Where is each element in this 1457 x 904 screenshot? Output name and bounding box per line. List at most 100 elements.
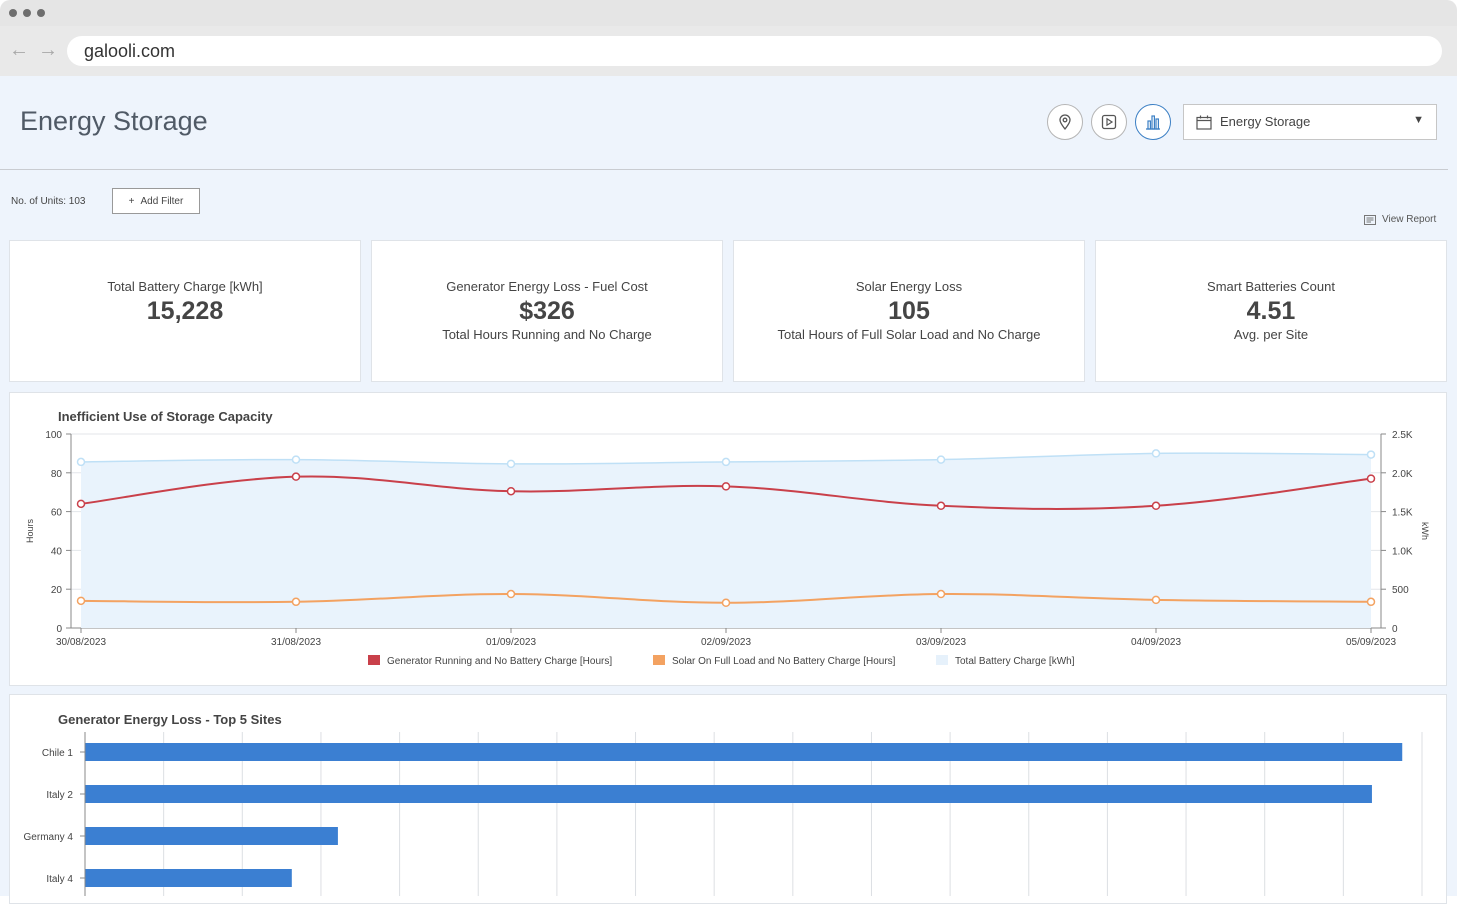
data-point-total-battery-charge <box>506 459 516 469</box>
view-report-label: View Report <box>1382 214 1437 225</box>
chart-title: Generator Energy Loss - Top 5 Sites <box>58 712 282 727</box>
data-point-solar <box>1366 597 1376 607</box>
bar-category-label: Chile 1 <box>42 748 74 759</box>
bar-chart-icon <box>1146 115 1160 130</box>
browser-titlebar <box>0 0 1457 26</box>
y-tick-label: 80 <box>51 469 63 480</box>
page-title: Energy Storage <box>20 106 208 136</box>
kpi-title: Solar Energy Loss <box>855 279 963 294</box>
x-tick-label: 03/09/2023 <box>916 637 966 648</box>
kpi-card-generator-loss: Generator Energy Loss - Fuel Cost $326 T… <box>371 240 723 382</box>
chart-title: Inefficient Use of Storage Capacity <box>58 409 273 424</box>
plus-icon: + <box>128 195 135 207</box>
bar-germany-4 <box>85 827 338 845</box>
dashboard-select-value: Energy Storage <box>1220 114 1311 129</box>
legend-total-battery-charge-label: Total Battery Charge [kWh] <box>955 656 1075 667</box>
kpi-title: Generator Energy Loss - Fuel Cost <box>446 279 648 294</box>
data-point-generator <box>721 482 731 491</box>
forward-arrow-icon[interactable]: → <box>38 39 58 61</box>
x-tick-label: 02/09/2023 <box>701 637 751 648</box>
data-point-total-battery-charge <box>1366 450 1376 459</box>
view-report-link[interactable]: View Report <box>1364 214 1436 225</box>
header-divider <box>0 169 1448 170</box>
add-filter-button[interactable]: + Add Filter <box>112 188 200 214</box>
data-point-total-battery-charge <box>76 457 86 467</box>
window-dot-icon[interactable] <box>37 9 45 17</box>
data-point-solar <box>721 598 731 608</box>
y-tick-label: 60 <box>51 508 63 519</box>
window-dot-icon[interactable] <box>9 9 17 17</box>
kpi-card-smart-batteries: Smart Batteries Count 4.51 Avg. per Site <box>1095 240 1447 382</box>
y2-axis-label: kWh <box>1420 522 1430 540</box>
y2-tick-label: 1.5K <box>1392 508 1413 519</box>
legend-solar-swatch <box>653 655 665 665</box>
kpi-value: 105 <box>888 297 930 325</box>
data-point-generator <box>506 486 516 496</box>
data-point-generator <box>291 472 301 481</box>
data-point-total-battery-charge <box>1151 449 1161 458</box>
bar-category-label: Germany 4 <box>24 832 74 843</box>
legend-generator-label: Generator Running and No Battery Charge … <box>387 656 612 667</box>
y-tick-label: 0 <box>56 624 62 635</box>
area-fill-total-battery-charge <box>81 453 1371 628</box>
data-point-total-battery-charge <box>291 455 301 464</box>
y-tick-label: 40 <box>51 546 63 557</box>
data-point-solar <box>1151 595 1161 605</box>
data-point-solar <box>76 596 86 606</box>
legend-solar-label: Solar On Full Load and No Battery Charge… <box>672 656 896 667</box>
data-point-solar <box>506 589 516 599</box>
kpi-value: $326 <box>519 297 575 325</box>
url-bar[interactable]: galooli.com <box>67 36 1442 66</box>
kpi-subtitle: Total Hours of Full Solar Load and No Ch… <box>777 327 1041 342</box>
dashboard-select[interactable]: Energy Storage ▼ <box>1183 104 1437 140</box>
units-count: No. of Units: 103 <box>11 196 86 207</box>
kpi-title: Smart Batteries Count <box>1207 279 1335 294</box>
bar-italy-2 <box>85 785 1372 803</box>
data-point-generator <box>936 501 946 511</box>
play-button[interactable] <box>1091 104 1127 140</box>
chart-view-button[interactable] <box>1135 104 1171 140</box>
data-point-solar <box>936 589 946 599</box>
data-point-total-battery-charge <box>936 455 946 464</box>
bar-italy-4 <box>85 869 292 887</box>
x-tick-label: 31/08/2023 <box>271 637 321 648</box>
x-tick-label: 05/09/2023 <box>1346 637 1396 648</box>
add-filter-label: Add Filter <box>140 195 184 207</box>
app-content: Energy Storage Energy Storage ▼ No. of U… <box>0 76 1457 904</box>
kpi-value: 15,228 <box>146 297 224 325</box>
back-arrow-icon[interactable]: ← <box>9 39 29 61</box>
kpi-subtitle: Avg. per Site <box>1233 327 1309 342</box>
storage-capacity-chart: 0 20 40 60 80 100 0 500 1.0K 1.5K 2.0K 2.5K Hours kWh… <box>25 430 1430 667</box>
legend-total-battery-charge-swatch <box>936 655 948 665</box>
map-pin-icon <box>1059 114 1071 131</box>
y-tick-label: 100 <box>45 430 62 441</box>
window-dot-icon[interactable] <box>23 9 31 17</box>
map-pin-button[interactable] <box>1047 104 1083 140</box>
y2-tick-label: 0 <box>1392 624 1398 635</box>
data-point-solar <box>291 597 301 607</box>
y2-tick-label: 2.0K <box>1392 469 1413 480</box>
kpi-title: Total Battery Charge [kWh] <box>107 279 263 294</box>
play-icon <box>1101 114 1117 130</box>
y2-tick-label: 500 <box>1392 585 1409 596</box>
y2-tick-label: 2.5K <box>1392 430 1413 441</box>
kpi-card-battery-charge: Total Battery Charge [kWh] 15,228 <box>9 240 361 382</box>
x-tick-label: 01/09/2023 <box>486 637 536 648</box>
report-icon <box>1364 214 1376 225</box>
x-tick-label: 30/08/2023 <box>56 637 106 648</box>
kpi-card-solar-loss: Solar Energy Loss 105 Total Hours of Ful… <box>733 240 1085 382</box>
bar-category-label: Italy 2 <box>46 790 73 801</box>
url-text: galooli.com <box>84 41 176 61</box>
data-point-total-battery-charge <box>721 457 731 467</box>
generator-loss-chart: Chile 1 Italy 2 Germany 4 Italy 4 <box>24 732 1423 896</box>
y-axis-label: Hours <box>25 519 35 544</box>
x-tick-label: 04/09/2023 <box>1131 637 1181 648</box>
calendar-icon <box>1196 115 1212 130</box>
data-point-generator <box>1366 474 1376 483</box>
chevron-down-icon: ▼ <box>1413 114 1424 126</box>
kpi-subtitle: Total Hours Running and No Charge <box>442 327 652 342</box>
data-point-generator <box>1151 501 1161 511</box>
kpi-value: 4.51 <box>1246 297 1296 325</box>
y2-tick-label: 1.0K <box>1392 546 1413 557</box>
legend-generator-swatch <box>368 655 380 665</box>
